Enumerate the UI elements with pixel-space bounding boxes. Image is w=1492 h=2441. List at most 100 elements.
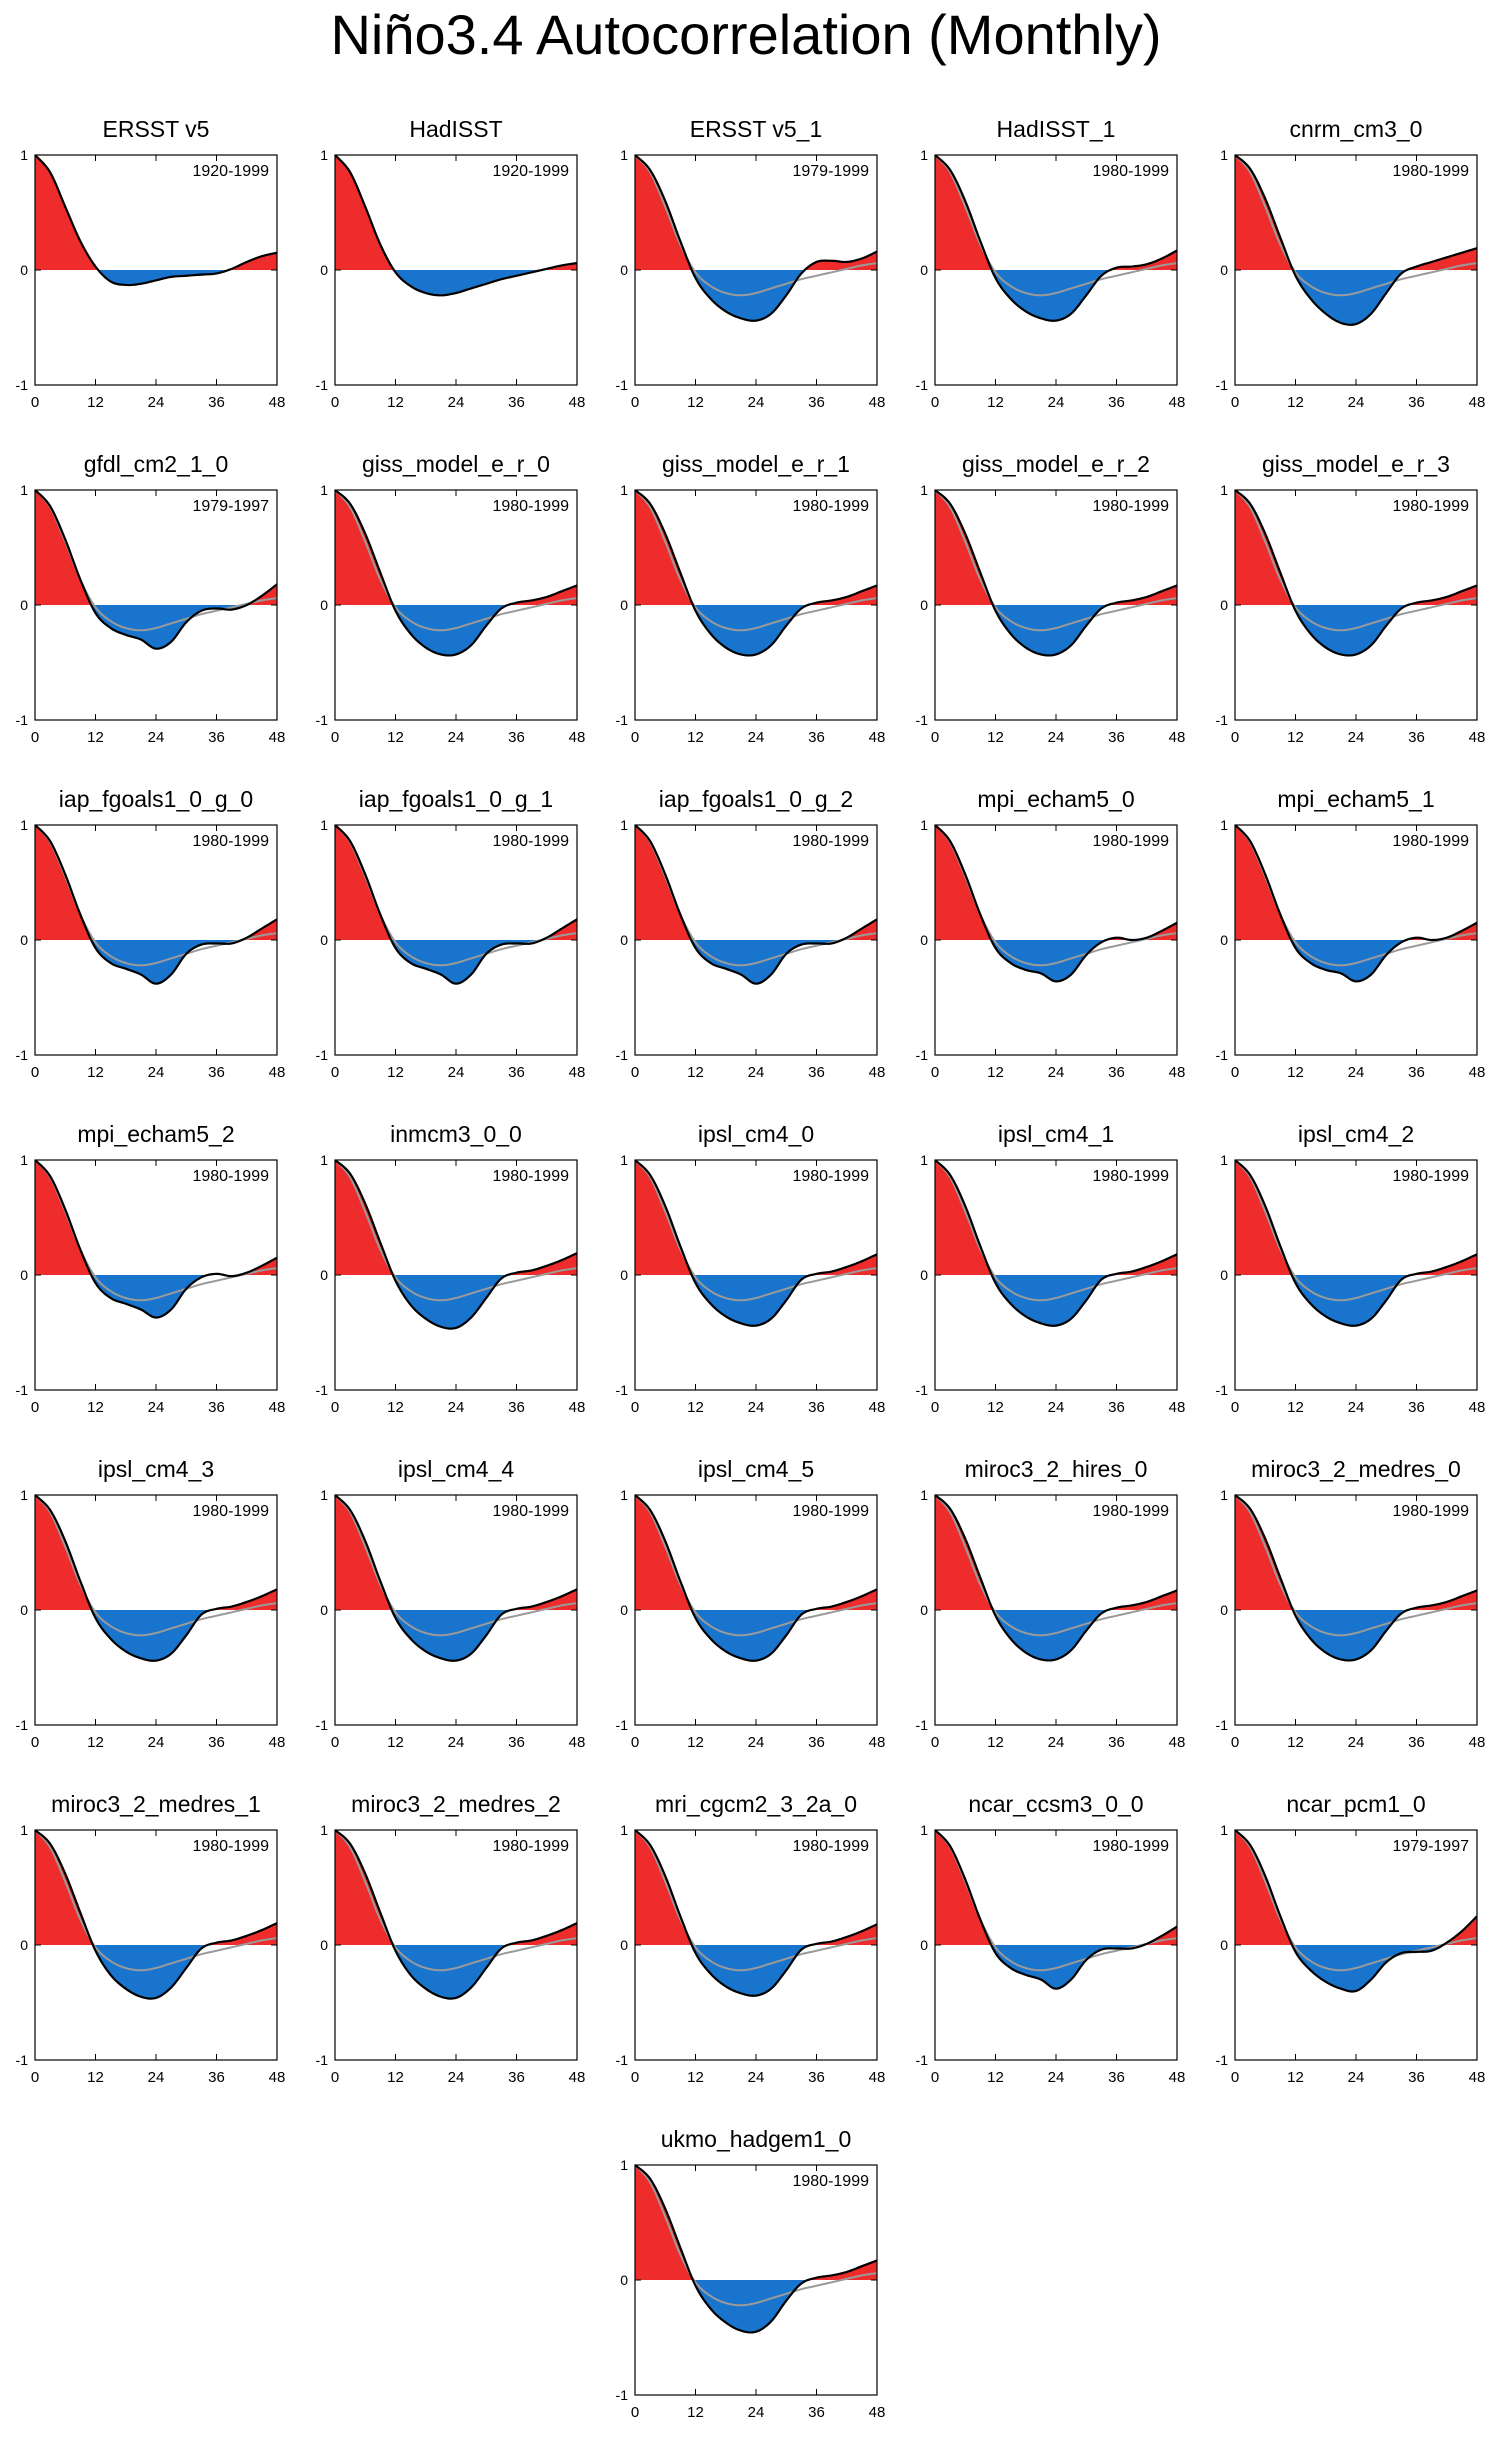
reference-line — [335, 1160, 577, 1302]
y-tick-label: 1 — [20, 147, 28, 163]
x-tick-label: 48 — [869, 2069, 886, 2086]
y-tick-label: 0 — [920, 1937, 928, 1953]
positive-area — [335, 155, 577, 270]
y-tick-label: -1 — [616, 1047, 629, 1063]
y-tick-label: 0 — [620, 1937, 628, 1953]
x-tick-label: 48 — [269, 394, 286, 411]
period-label: 1980-1999 — [492, 498, 569, 515]
positive-area — [1235, 155, 1477, 270]
x-tick-label: 0 — [931, 1064, 939, 1081]
x-tick-label: 0 — [631, 2404, 639, 2421]
x-tick-label: 48 — [269, 2069, 286, 2086]
negative-area — [635, 1945, 877, 1996]
x-tick-label: 36 — [1108, 394, 1125, 411]
positive-area — [1235, 825, 1477, 940]
y-tick-label: -1 — [916, 1382, 929, 1398]
y-tick-label: 1 — [620, 1487, 628, 1503]
autocorrelation-line — [635, 825, 877, 985]
x-tick-label: 36 — [1108, 1064, 1125, 1081]
autocorrelation-line — [35, 1830, 277, 2000]
x-tick-label: 36 — [1408, 1064, 1425, 1081]
y-tick-label: 0 — [1220, 1937, 1228, 1953]
autocorrelation-line — [635, 490, 877, 657]
y-tick-label: -1 — [316, 1717, 329, 1733]
x-tick-label: 24 — [748, 394, 765, 411]
x-tick-label: 12 — [87, 394, 104, 411]
y-tick-label: -1 — [1216, 1382, 1229, 1398]
negative-area — [935, 270, 1177, 321]
positive-area — [635, 825, 877, 940]
positive-area — [335, 825, 577, 940]
panel-title: ipsl_cm4_0 — [698, 1121, 814, 1147]
x-tick-label: 48 — [869, 1399, 886, 1416]
x-tick-label: 24 — [1348, 1064, 1365, 1081]
y-tick-label: 0 — [1220, 1602, 1228, 1618]
panel-title: ncar_pcm1_0 — [1286, 1791, 1425, 1817]
y-tick-label: 1 — [920, 1487, 928, 1503]
panel-title: ipsl_cm4_2 — [1298, 1121, 1414, 1147]
y-tick-label: 0 — [320, 932, 328, 948]
y-tick-label: 0 — [320, 597, 328, 613]
y-tick-label: -1 — [1216, 2052, 1229, 2068]
negative-area — [335, 270, 577, 296]
negative-area — [35, 605, 277, 649]
x-tick-label: 12 — [387, 729, 404, 746]
y-tick-label: 1 — [20, 482, 28, 498]
x-tick-label: 36 — [508, 1064, 525, 1081]
x-tick-label: 0 — [631, 729, 639, 746]
x-tick-label: 12 — [987, 729, 1004, 746]
y-tick-label: 1 — [1220, 1152, 1228, 1168]
period-label: 1980-1999 — [792, 833, 869, 850]
period-label: 1980-1999 — [792, 1503, 869, 1520]
y-tick-label: -1 — [16, 712, 29, 728]
negative-area — [635, 270, 877, 321]
y-tick-label: 1 — [920, 1822, 928, 1838]
x-tick-label: 48 — [869, 1064, 886, 1081]
y-tick-label: 1 — [620, 817, 628, 833]
x-tick-label: 12 — [387, 1399, 404, 1416]
negative-area — [35, 1945, 277, 1999]
x-tick-label: 36 — [1108, 1734, 1125, 1751]
y-tick-label: 1 — [620, 1822, 628, 1838]
y-tick-label: 1 — [20, 1487, 28, 1503]
positive-area — [35, 1495, 277, 1610]
y-tick-label: 0 — [1220, 597, 1228, 613]
period-label: 1980-1999 — [192, 1168, 269, 1185]
reference-line — [935, 1495, 1177, 1637]
x-tick-label: 24 — [448, 1399, 465, 1416]
reference-line — [1235, 155, 1477, 297]
x-tick-label: 36 — [508, 394, 525, 411]
positive-area — [1235, 1495, 1477, 1610]
x-tick-label: 24 — [748, 2069, 765, 2086]
x-tick-label: 48 — [1469, 1399, 1486, 1416]
period-label: 1980-1999 — [1092, 1838, 1169, 1855]
negative-area — [35, 1275, 277, 1318]
y-tick-label: -1 — [16, 2052, 29, 2068]
reference-line — [1235, 490, 1477, 632]
period-label: 1980-1999 — [1092, 163, 1169, 180]
positive-area — [35, 490, 277, 605]
x-tick-label: 24 — [1348, 1734, 1365, 1751]
negative-area — [935, 605, 1177, 656]
x-tick-label: 24 — [148, 2069, 165, 2086]
x-tick-label: 0 — [931, 2069, 939, 2086]
x-tick-label: 12 — [87, 1734, 104, 1751]
x-tick-label: 12 — [87, 1064, 104, 1081]
y-tick-label: 0 — [320, 1602, 328, 1618]
x-tick-label: 0 — [631, 1399, 639, 1416]
x-tick-label: 48 — [269, 1064, 286, 1081]
reference-line — [635, 2165, 877, 2307]
x-tick-label: 36 — [808, 394, 825, 411]
autocorrelation-line — [635, 1160, 877, 1327]
reference-line — [935, 1160, 1177, 1302]
x-tick-label: 24 — [1348, 1399, 1365, 1416]
x-tick-label: 0 — [1231, 1399, 1239, 1416]
panel-title: miroc3_2_medres_1 — [51, 1791, 261, 1817]
